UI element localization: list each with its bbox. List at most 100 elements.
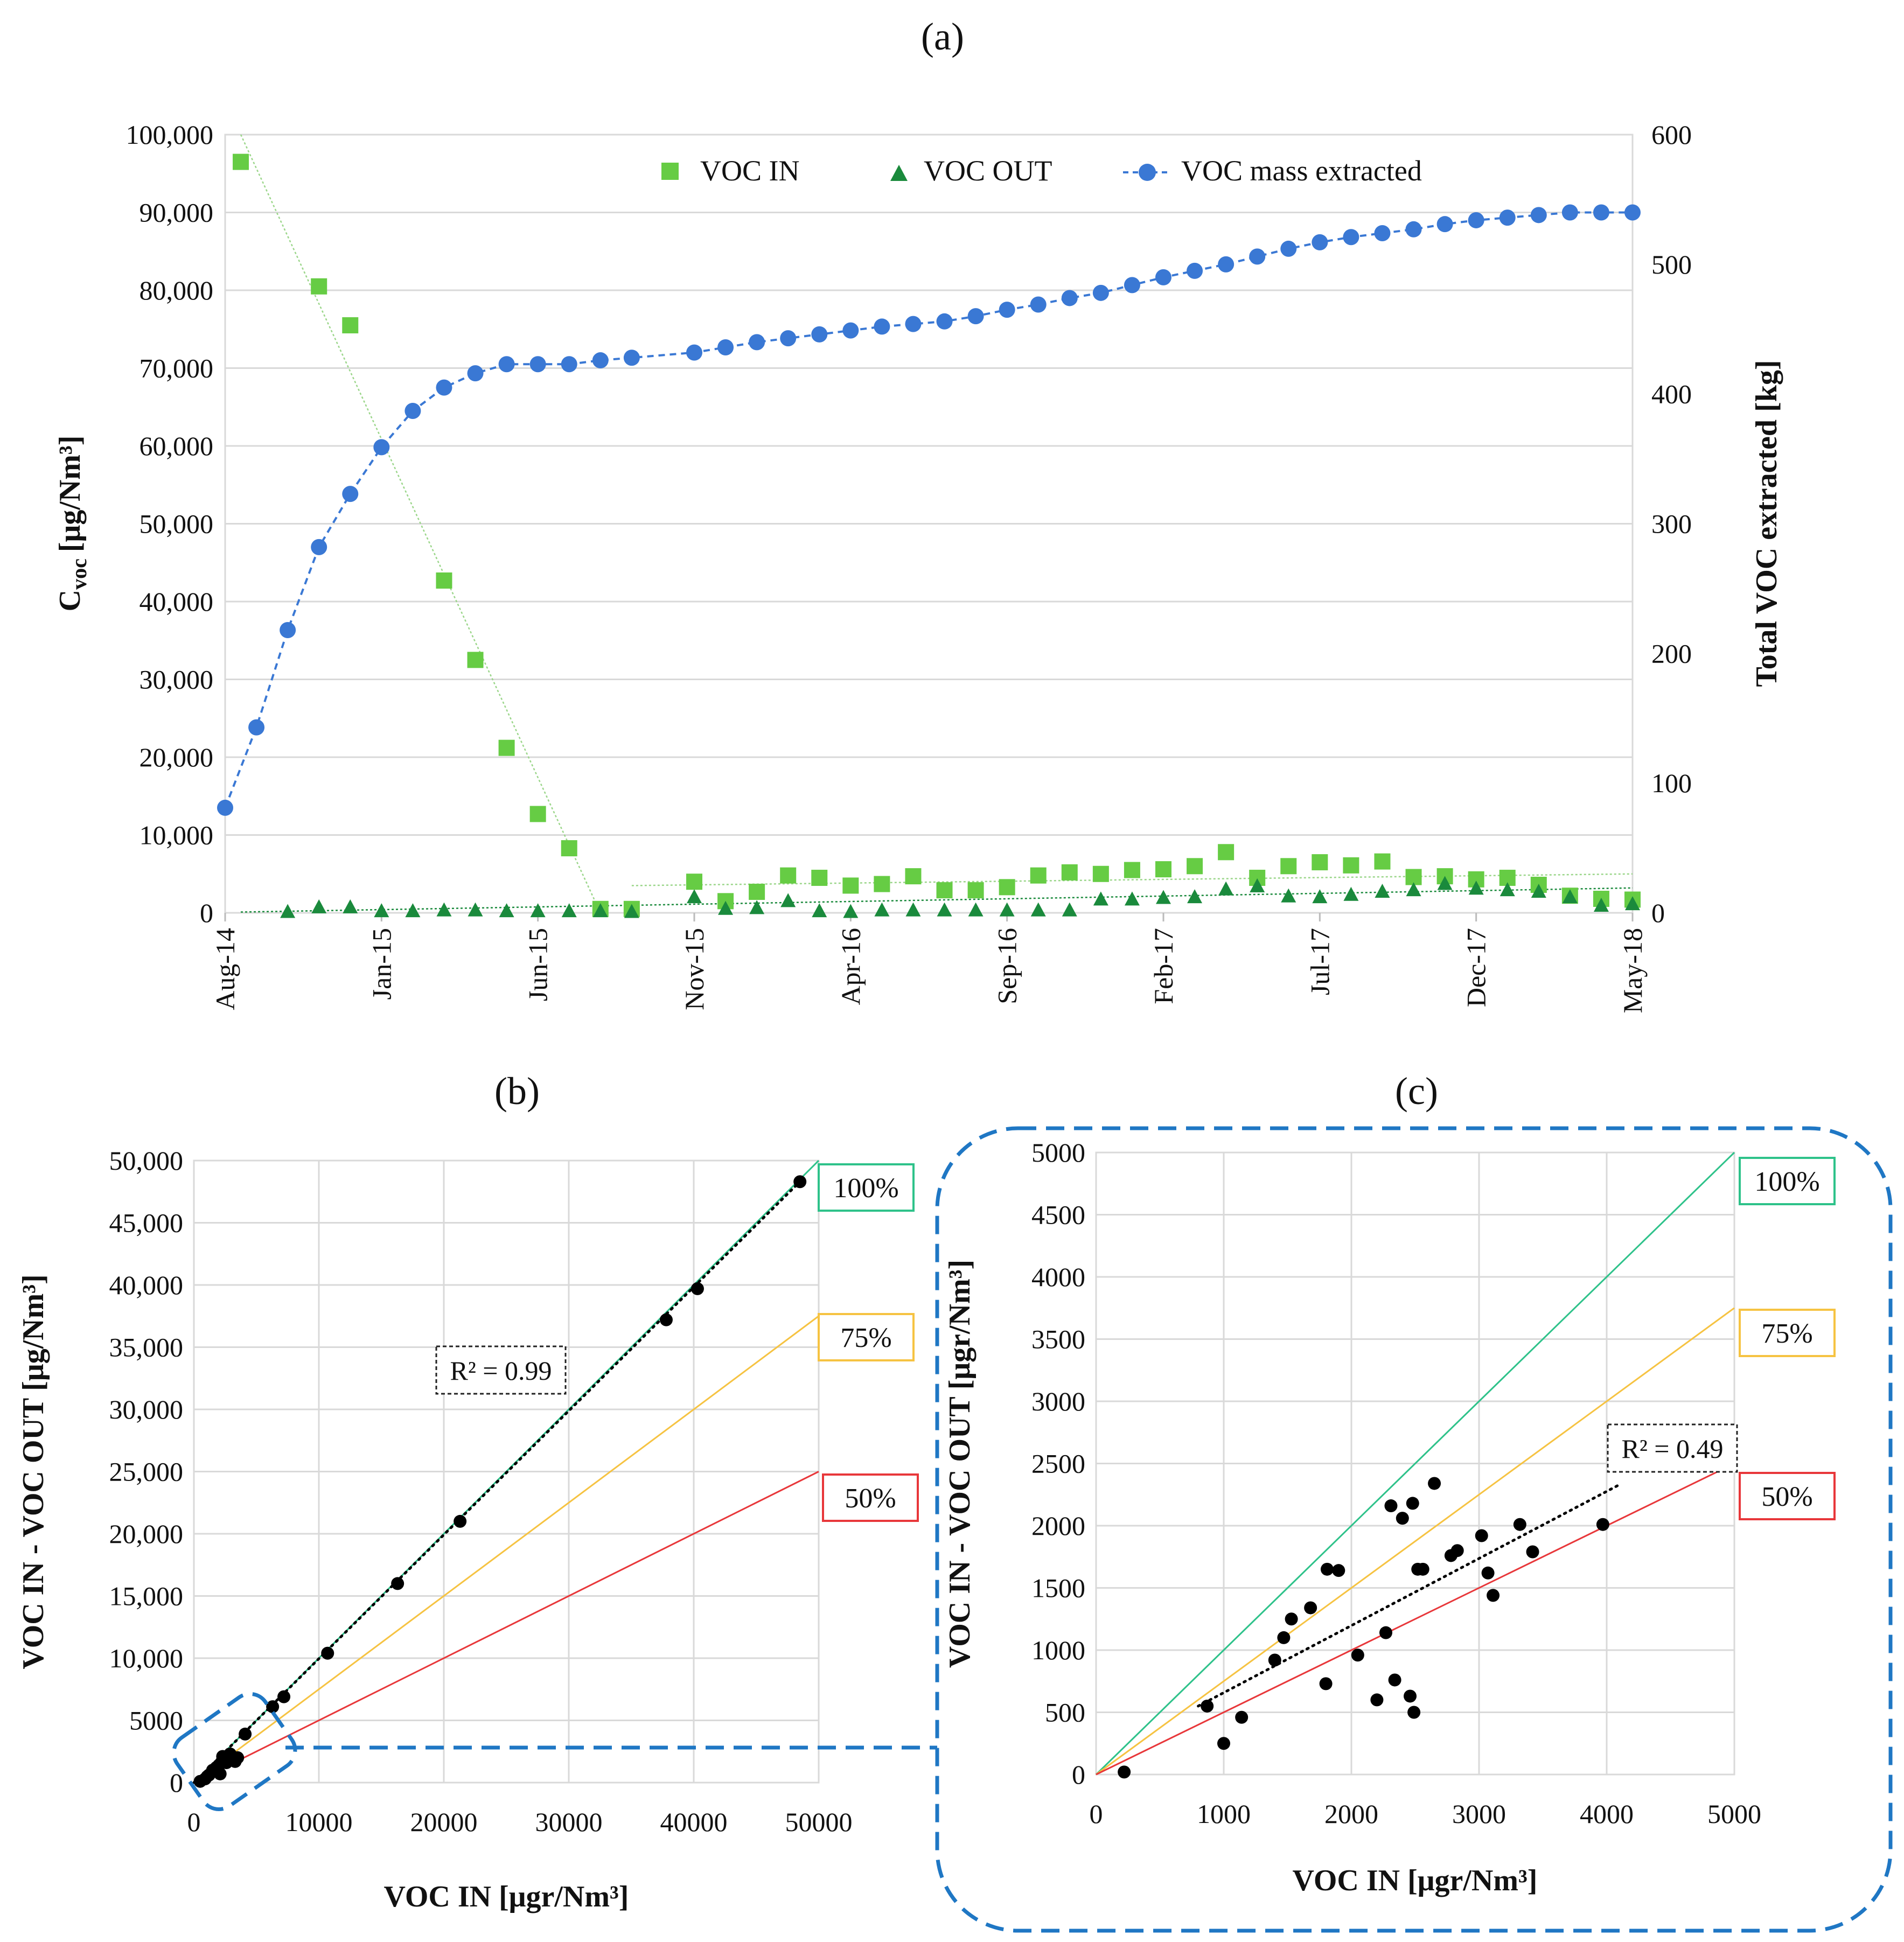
panel-a-left-axis-title: Cvoc [μg/Nm³] — [53, 436, 91, 612]
c-reference-line-100pct — [1095, 1151, 1735, 1776]
b-reference-line-50pct — [193, 1471, 819, 1784]
c-data-point — [1370, 1693, 1384, 1707]
panel-a-time-series-chart: (a) 0 10,000 20,000 30,000 40,000 50,000 60,00… — [53, 15, 1783, 1013]
panel-a-gridlines — [225, 134, 1633, 836]
panel-b-r2-box — [435, 1345, 567, 1395]
b-trendline — [192, 1180, 801, 1784]
panel-a-date-tick-label: Feb-17 — [1148, 928, 1178, 1004]
c-y-tick-label: 500 — [1045, 1697, 1085, 1728]
panel-a-right-tick-label: 400 — [1651, 379, 1692, 409]
voc-out-point — [1062, 902, 1077, 917]
panel-c-y-ticks: 0 500 1000 1500 2000 2500 3000 3500 4000 4500 5000 — [1031, 1137, 1085, 1790]
legend-voc-out-label: VOC OUT — [924, 155, 1052, 187]
voc-out-point — [999, 902, 1015, 917]
c-percent-label: 100% — [1754, 1166, 1819, 1197]
b-y-tick-label: 25,000 — [109, 1457, 184, 1487]
voc-out-point — [1500, 882, 1515, 897]
panel-a-left-tick-label: 50,000 — [140, 509, 214, 539]
c-y-tick-label: 2500 — [1031, 1449, 1085, 1479]
voc-mass-extracted-point — [1312, 234, 1328, 250]
b-x-tick-label: 10000 — [285, 1807, 353, 1837]
voc-mass-extracted-point — [436, 379, 452, 396]
voc-in-point — [1374, 853, 1391, 870]
legend-voc-mass-label: VOC mass extracted — [1181, 155, 1422, 187]
c-data-point — [1201, 1699, 1214, 1713]
panel-a-date-tick-label: Jan-15 — [366, 928, 396, 1000]
c-reference-line-50pct — [1096, 1463, 1735, 1776]
voc-mass-extracted-point — [342, 486, 359, 502]
panel-a-left-tick-label: 0 — [200, 898, 213, 928]
b-y-tick-label: 15,000 — [109, 1581, 184, 1611]
c-data-point — [1304, 1601, 1317, 1615]
voc-mass-extracted-point — [467, 365, 484, 382]
voc-mass-extracted-point — [1092, 284, 1109, 301]
voc-out-point — [374, 903, 389, 918]
voc-out-point — [1281, 888, 1296, 903]
panel-b-zoom-highlight — [172, 1692, 297, 1812]
voc-in-point — [498, 739, 515, 756]
voc-in-point — [1218, 844, 1235, 861]
voc-mass-extracted-point — [686, 344, 702, 361]
panel-a-right-tick-label: 0 — [1651, 898, 1665, 928]
panel-a-legend: VOC IN VOC OUT VOC mass extracted — [661, 155, 1422, 187]
c-x-tick-label: 3000 — [1452, 1799, 1506, 1829]
voc-in-point — [936, 882, 953, 899]
voc-in-point — [1061, 864, 1078, 881]
panel-c-percent-labels: 100% 75% 50% — [1739, 1157, 1836, 1520]
c-y-tick-label: 2000 — [1031, 1511, 1085, 1541]
panel-a-left-tick-label: 40,000 — [140, 586, 214, 617]
b-data-point — [391, 1577, 404, 1590]
c-y-tick-label: 4500 — [1031, 1200, 1085, 1230]
voc-mass-extracted-point — [749, 334, 765, 351]
panel-c-r2-label: R² = 0.49 — [1621, 1434, 1723, 1464]
panel-a-left-axis-ticks: 0 10,000 20,000 30,000 40,000 50,000 60,000 70,… — [126, 120, 214, 928]
voc-out-point — [968, 902, 984, 917]
voc-out-point — [1406, 882, 1421, 897]
panel-a-date-tick-label: Jun-15 — [523, 928, 553, 1001]
voc-mass-extracted-point — [874, 318, 890, 335]
b-data-point — [266, 1700, 280, 1714]
voc-out-point — [718, 900, 734, 915]
voc-out-point — [343, 899, 358, 913]
voc-in-point — [1124, 862, 1140, 878]
b-y-tick-label: 40,000 — [109, 1270, 184, 1300]
voc-in-point — [1030, 867, 1047, 884]
voc-out-point — [1593, 897, 1609, 912]
c-percent-box — [1739, 1472, 1836, 1520]
legend-voc-mass-swatch — [1139, 164, 1156, 181]
b-data-point — [454, 1514, 467, 1528]
b-x-tick-label: 30000 — [535, 1807, 603, 1837]
c-data-point — [1268, 1653, 1281, 1667]
c-data-point — [1596, 1518, 1609, 1531]
c-data-point — [1285, 1612, 1298, 1626]
voc-mass-extracted-point — [280, 621, 296, 638]
voc-out-point — [436, 902, 452, 917]
voc-mass-extracted-point — [1187, 262, 1203, 279]
voc-out-point — [311, 899, 327, 913]
panel-b-y-axis-title: VOC IN - VOC OUT [μg/Nm³] — [17, 1274, 50, 1669]
b-y-tick-label: 20,000 — [109, 1519, 184, 1549]
b-data-point — [217, 1754, 231, 1767]
voc-in-point — [967, 882, 984, 899]
panel-c-zoom-frame — [935, 1126, 1893, 1933]
voc-out-point — [1468, 881, 1484, 895]
c-y-tick-label: 3000 — [1031, 1386, 1085, 1416]
b-x-tick-label: 50000 — [785, 1807, 853, 1837]
panel-a-right-tick-label: 600 — [1651, 120, 1692, 150]
voc-out-point — [561, 903, 577, 918]
voc-in-point — [529, 806, 546, 822]
panel-a-left-axis-title-main: C — [53, 590, 87, 611]
voc-mass-extracted-point — [1530, 207, 1547, 223]
b-x-tick-label: 20000 — [410, 1807, 478, 1837]
c-data-point — [1406, 1497, 1419, 1510]
voc-out-point — [687, 889, 702, 904]
c-data-point — [1379, 1626, 1392, 1639]
b-data-point — [239, 1727, 252, 1741]
c-trendline — [1197, 1483, 1621, 1708]
c-data-point — [1526, 1545, 1539, 1559]
voc-mass-extracted-point — [1468, 212, 1484, 228]
c-percent-box — [1739, 1157, 1836, 1205]
panel-a-left-axis-title-sub: voc — [67, 558, 91, 590]
b-percent-label: 75% — [840, 1323, 891, 1353]
c-data-point — [1450, 1544, 1464, 1557]
